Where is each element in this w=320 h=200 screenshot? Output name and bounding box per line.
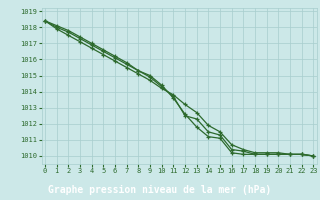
Text: Graphe pression niveau de la mer (hPa): Graphe pression niveau de la mer (hPa): [48, 185, 272, 195]
